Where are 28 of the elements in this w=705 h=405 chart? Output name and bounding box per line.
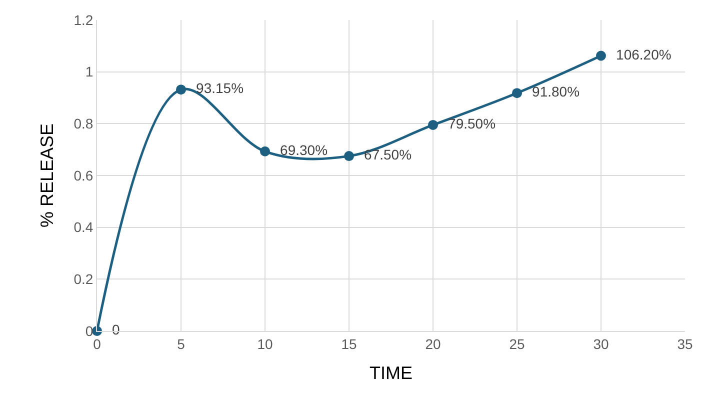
- x-tick-label: 15: [341, 336, 357, 352]
- y-tick-label: 0.2: [74, 271, 94, 288]
- point: [512, 88, 522, 98]
- data-label: 93.15%: [188, 80, 244, 96]
- y-axis-title: % RELEASE: [36, 123, 57, 228]
- x-axis-title: TIME: [370, 362, 412, 383]
- data-label: 106.20%: [608, 46, 672, 62]
- y-tick-label: 0.4: [74, 219, 94, 236]
- y-tick-label: 0.8: [74, 116, 94, 132]
- data-label: 79.50%: [440, 115, 496, 132]
- data-label: 91.80%: [524, 84, 580, 100]
- y-tick-label: 1: [85, 64, 94, 80]
- x-tick-label: 25: [509, 336, 525, 352]
- x-tick-label: 20: [425, 336, 441, 352]
- point: [176, 84, 186, 95]
- x-tick-label: 10: [257, 336, 273, 352]
- x-tick-label: 5: [177, 336, 186, 352]
- point: [596, 50, 606, 61]
- point: [260, 146, 270, 156]
- x-tick-label: 30: [593, 336, 609, 352]
- data-label: 69.30%: [272, 142, 328, 158]
- data-label: 67.50%: [356, 146, 412, 163]
- y-tick-label: 1.2: [74, 12, 94, 28]
- point: [428, 120, 438, 130]
- point: [344, 151, 354, 162]
- x-tick-label: 35: [677, 336, 693, 352]
- y-tick-label: 0.6: [74, 167, 94, 184]
- y-tick-label: 0: [85, 322, 94, 339]
